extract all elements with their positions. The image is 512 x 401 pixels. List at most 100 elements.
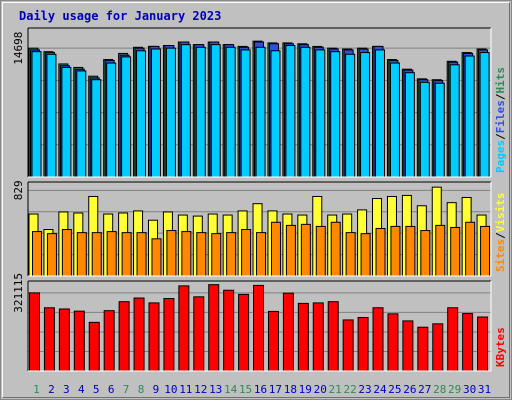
legend-separator: / <box>494 232 507 239</box>
kbytes-bar <box>118 301 130 372</box>
kbytes-bar <box>208 284 220 372</box>
sites-bar <box>91 232 102 277</box>
x-tick-label: 25 <box>388 383 401 396</box>
x-tick-label: 17 <box>269 383 282 396</box>
pages-bar <box>240 49 251 178</box>
sites-bar <box>285 224 296 277</box>
kbytes-bar <box>402 320 414 372</box>
sites-bar <box>32 231 42 277</box>
pages-bar <box>31 51 42 178</box>
sites-bar <box>450 226 461 277</box>
x-tick-label: 13 <box>209 383 222 396</box>
sites-bar <box>345 232 356 277</box>
kbytes-bar <box>43 307 55 372</box>
chart-title: Daily usage for January 2023 <box>19 9 221 23</box>
x-tick-label: 3 <box>63 383 70 396</box>
kbytes-bar <box>148 302 160 372</box>
sites-bar <box>121 232 132 277</box>
sites-bar <box>226 232 237 277</box>
pages-bar <box>150 48 161 178</box>
sites-bar <box>480 225 491 277</box>
sites-bar <box>330 221 341 277</box>
pages-bar <box>165 47 176 178</box>
kbytes-bar <box>178 285 190 372</box>
sites-bar <box>151 238 162 277</box>
kbytes-bar <box>357 316 369 372</box>
sites-bar <box>270 221 281 277</box>
pages-bar <box>106 62 117 178</box>
x-tick-label: 22 <box>343 383 356 396</box>
kbytes-bar <box>462 313 474 372</box>
pages-bar <box>375 49 386 178</box>
pages-bar <box>330 51 341 178</box>
kbytes-bar <box>223 289 235 372</box>
pages-bar <box>389 62 400 178</box>
x-tick-label: 28 <box>433 383 446 396</box>
x-axis-day-labels: 1 2 3 4 5 6 7 8 9 10 11 12 13 14 15 16 17 18 19 20 21 22 23 24 2… <box>33 383 491 396</box>
kbytes-bar <box>133 297 145 372</box>
kbytes-bar <box>297 302 309 372</box>
x-tick-label: 29 <box>448 383 461 396</box>
pages-bar <box>345 53 356 178</box>
kbytes-bar <box>58 308 70 372</box>
legend-hits: Hits <box>494 67 507 94</box>
legend-files: Files <box>494 100 507 133</box>
panel-kbytes: 321115 KBytes <box>12 273 507 372</box>
legend: Pages/Files/Hits <box>494 67 507 173</box>
pages-bar <box>91 79 102 178</box>
kbytes-bar <box>73 310 85 372</box>
x-tick-label: 8 <box>138 383 145 396</box>
kbytes-bar <box>387 313 399 372</box>
kbytes-bar <box>253 284 265 372</box>
pages-bar <box>225 46 236 178</box>
x-tick-label: 1 <box>33 383 40 396</box>
legend: KBytes <box>494 327 507 367</box>
x-tick-label: 31 <box>478 383 491 396</box>
y-axis-max-label: 14698 <box>12 32 25 65</box>
kbytes-bar <box>267 310 279 372</box>
x-tick-label: 24 <box>373 383 387 396</box>
x-tick-label: 14 <box>224 383 238 396</box>
sites-bar <box>375 227 386 277</box>
x-tick-label: 21 <box>329 383 342 396</box>
pages-bar <box>255 46 266 178</box>
y-axis-max-label: 829 <box>12 180 25 200</box>
kbytes-bar <box>282 292 294 372</box>
kbytes-bar <box>327 301 339 372</box>
kbytes-bar <box>163 298 175 372</box>
pages-bar <box>180 44 191 178</box>
pages-bar <box>315 49 326 178</box>
legend-pages: Pages <box>494 140 507 173</box>
sites-bar <box>390 225 401 277</box>
sites-bar <box>241 229 252 277</box>
x-tick-label: 20 <box>314 383 327 396</box>
sites-bar <box>405 225 416 277</box>
pages-bar <box>76 70 87 178</box>
legend-kbytes: KBytes <box>494 327 507 367</box>
x-tick-label: 30 <box>463 383 476 396</box>
sites-bar <box>46 233 57 277</box>
pages-bar <box>195 46 206 178</box>
kbytes-bar <box>88 321 100 372</box>
x-tick-label: 7 <box>123 383 130 396</box>
pages-bar <box>285 45 296 178</box>
sites-bar <box>256 232 267 277</box>
kbytes-bar <box>477 316 489 372</box>
sites-bar <box>211 233 222 277</box>
x-tick-label: 4 <box>78 383 85 396</box>
kbytes-bar <box>103 310 115 372</box>
pages-bar <box>136 50 147 178</box>
kbytes-bar <box>372 307 384 372</box>
x-tick-label: 16 <box>254 383 267 396</box>
sites-bar <box>300 223 311 277</box>
x-tick-label: 12 <box>194 383 207 396</box>
x-tick-label: 26 <box>403 383 416 396</box>
sites-bar <box>465 221 476 277</box>
pages-bar <box>479 52 490 178</box>
legend-separator: / <box>494 93 507 100</box>
x-tick-label: 19 <box>299 383 312 396</box>
x-tick-label: 5 <box>93 383 100 396</box>
